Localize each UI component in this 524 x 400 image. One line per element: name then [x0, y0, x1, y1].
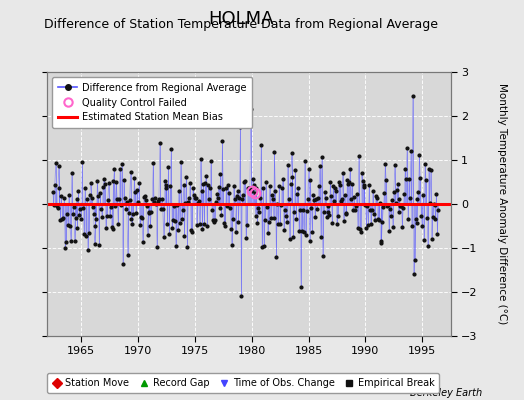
Text: HOLMA: HOLMA [209, 10, 274, 28]
Legend: Station Move, Record Gap, Time of Obs. Change, Empirical Break: Station Move, Record Gap, Time of Obs. C… [47, 374, 439, 393]
Y-axis label: Monthly Temperature Anomaly Difference (°C): Monthly Temperature Anomaly Difference (… [497, 83, 507, 325]
Text: Difference of Station Temperature Data from Regional Average: Difference of Station Temperature Data f… [44, 18, 438, 31]
Text: Berkeley Earth: Berkeley Earth [410, 388, 482, 398]
Legend: Difference from Regional Average, Quality Control Failed, Estimated Station Mean: Difference from Regional Average, Qualit… [52, 77, 253, 128]
